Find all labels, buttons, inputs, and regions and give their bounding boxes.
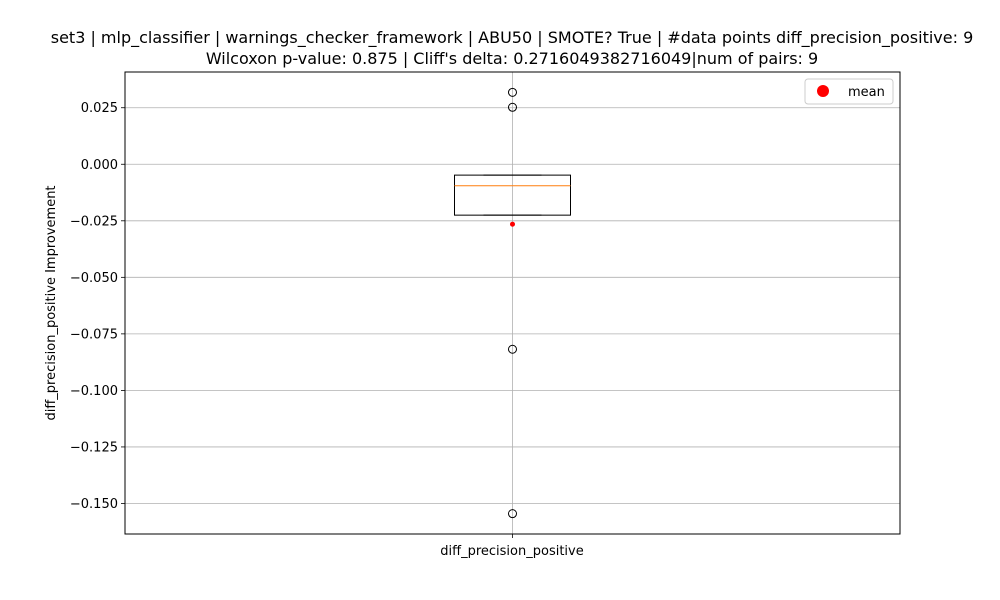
box-plot bbox=[454, 87, 571, 519]
legend-box bbox=[804, 78, 894, 105]
y-tick-label: −0.125 bbox=[70, 440, 118, 455]
outlier-point bbox=[508, 509, 517, 519]
x-tick-label: diff_precision_positive bbox=[440, 544, 583, 559]
mean-point bbox=[510, 221, 515, 227]
legend-mean-marker bbox=[817, 85, 829, 97]
interquartile-box bbox=[454, 174, 571, 216]
outlier-point bbox=[508, 87, 517, 97]
y-tick-label: −0.150 bbox=[70, 497, 118, 512]
chart-title-line-2: Wilcoxon p-value: 0.875 | Cliff's delta:… bbox=[206, 49, 818, 68]
legend-mean-label: mean bbox=[848, 85, 885, 100]
plot-area-frame bbox=[124, 71, 901, 535]
y-axis-label: diff_precision_positive Improvement bbox=[44, 185, 59, 420]
y-tick-label: −0.025 bbox=[70, 214, 118, 229]
outlier-point bbox=[508, 344, 517, 354]
y-tick-label: −0.075 bbox=[70, 327, 118, 342]
y-tick-label: −0.050 bbox=[70, 271, 118, 286]
grid-lines bbox=[125, 72, 900, 534]
y-tick-label: 0.000 bbox=[81, 158, 118, 173]
y-axis-ticks: 0.025 0.000 −0.025 −0.050 −0.075 −0.100 −0.125… bbox=[70, 101, 513, 538]
legend: mean bbox=[804, 78, 894, 105]
chart-title-line-1: set3 | mlp_classifier | warnings_checker… bbox=[51, 28, 974, 48]
outlier-point bbox=[508, 102, 517, 112]
y-tick-label: 0.025 bbox=[81, 101, 118, 116]
y-tick-label: −0.100 bbox=[70, 384, 118, 399]
